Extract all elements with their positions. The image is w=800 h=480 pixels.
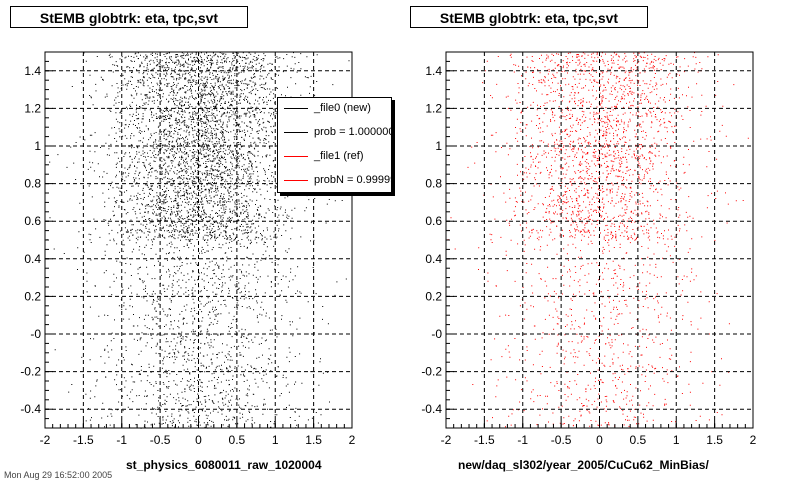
x-tick-label: 1 <box>673 433 680 447</box>
y-tick-label: -0.2 <box>421 365 442 379</box>
legend-line <box>284 108 308 109</box>
x-tick-label: -0.5 <box>551 433 572 447</box>
legend-line <box>284 132 308 133</box>
x-tick-label: 1.5 <box>305 433 322 447</box>
y-tick-label: 0.6 <box>425 214 442 228</box>
x-tick-label: 0 <box>596 433 603 447</box>
x-tick-label: 2 <box>349 433 356 447</box>
legend-item: _file1 (ref) <box>278 148 391 166</box>
x-tick-label: -1 <box>116 433 127 447</box>
right-plot-title: StEMB globtrk: eta, tpc,svt <box>410 6 648 28</box>
y-tick-label: 1.4 <box>24 64 41 78</box>
y-tick-label: 0.2 <box>24 289 41 303</box>
legend: _file0 (new) prob = 1.000000 _file1 (ref… <box>277 97 392 193</box>
left-plot-title: StEMB globtrk: eta, tpc,svt <box>10 6 248 28</box>
timestamp: Mon Aug 29 16:52:00 2005 <box>4 470 113 480</box>
x-tick-label: 0 <box>195 433 202 447</box>
legend-label: probN = 0.99999 <box>314 174 392 186</box>
right-plot: -2 -1.5 -1 -0.5 0 0.5 1 1.5 2 -0.4 -0.2 -0 0.2 0.4 0.6… <box>421 51 757 447</box>
y-tick-label: 1 <box>435 139 442 153</box>
x-tick-label: -1.5 <box>474 433 495 447</box>
x-tick-label: 1 <box>272 433 279 447</box>
x-tick-label: 1.5 <box>706 433 723 447</box>
x-tick-label: 0.5 <box>229 433 246 447</box>
y-tick-label: -0 <box>30 327 41 341</box>
x-tick-label: 2 <box>750 433 757 447</box>
y-tick-label: 0.6 <box>24 214 41 228</box>
legend-label: _file1 (ref) <box>314 150 364 162</box>
x-tick-label: -2 <box>40 433 51 447</box>
x-tick-label: 0.5 <box>630 433 647 447</box>
y-tick-label: 1.4 <box>425 64 442 78</box>
left-x-axis-title: st_physics_6080011_raw_1020004 <box>126 458 322 472</box>
legend-label: _file0 (new) <box>314 102 371 114</box>
legend-line <box>284 180 308 181</box>
legend-item: prob = 1.000000 <box>278 124 392 142</box>
legend-item: probN = 0.99999 <box>278 172 392 190</box>
x-tick-label: -2 <box>441 433 452 447</box>
x-tick-label: -1 <box>517 433 528 447</box>
data-point-cloud <box>447 52 749 429</box>
y-tick-label: 1 <box>34 139 41 153</box>
y-tick-label: 0.8 <box>24 177 41 191</box>
legend-line <box>284 156 308 157</box>
y-tick-label: -0.4 <box>421 402 442 416</box>
y-tick-label: 1.2 <box>425 101 442 115</box>
y-tick-label: 0.8 <box>425 177 442 191</box>
x-tick-label: -0.5 <box>150 433 171 447</box>
y-tick-label: -0.2 <box>20 365 41 379</box>
y-tick-label: -0 <box>431 327 442 341</box>
y-tick-label: 1.2 <box>24 101 41 115</box>
legend-label: prob = 1.000000 <box>314 126 392 138</box>
right-x-axis-title: new/daq_sl302/year_2005/CuCu62_MinBias/ <box>458 458 709 472</box>
scatter-points <box>447 52 749 429</box>
y-tick-label: 0.4 <box>425 252 442 266</box>
x-tick-label: -1.5 <box>73 433 94 447</box>
y-tick-label: -0.4 <box>20 402 41 416</box>
y-tick-label: 0.4 <box>24 252 41 266</box>
y-tick-label: 0.2 <box>425 289 442 303</box>
legend-item: _file0 (new) <box>278 100 391 118</box>
